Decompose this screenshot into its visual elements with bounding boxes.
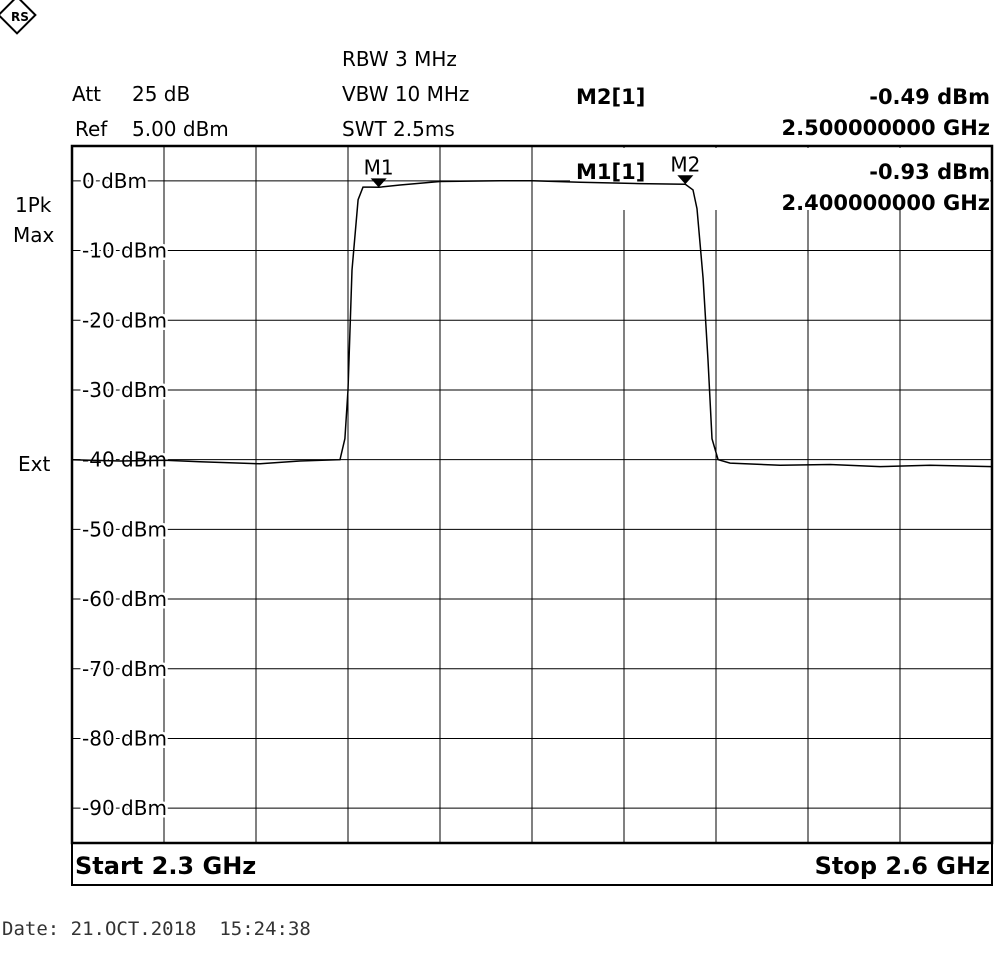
y-tick-label: -20 dBm — [82, 308, 167, 332]
y-tick-label: -40 dBm — [82, 448, 167, 472]
att-value: 25 dB — [132, 82, 190, 106]
rbw: RBW 3 MHz — [342, 47, 457, 71]
y-tick-label: 0 dBm — [82, 169, 147, 193]
logo-text: RS — [11, 10, 29, 24]
trace-detector: Max — [13, 223, 55, 247]
marker — [677, 175, 694, 185]
marker-name: M1 — [364, 155, 394, 179]
ref-label: Ref — [75, 117, 108, 141]
att-label: Att — [72, 82, 101, 106]
readout-box — [570, 148, 990, 210]
plot: 0 dBm -10 dBm -20 dBm -30 dBm -40 dBm -50 dBm… — [70, 85, 994, 886]
marker-readout-value: -0.49 dBm — [869, 85, 990, 109]
x-tick-label: Stop 2.6 GHz — [815, 852, 990, 880]
date: Date: 21.OCT.2018 15:24:38 — [2, 918, 311, 940]
y-tick-label: -30 dBm — [82, 378, 167, 402]
logo-diamond — [0, 0, 37, 35]
marker-readout-freq: 2.500000000 GHz — [782, 116, 990, 140]
marker-readout-label: M1[1] — [576, 160, 645, 184]
marker-readout-value: -0.93 dBm — [869, 160, 990, 184]
y-tick-label: -70 dBm — [82, 657, 167, 681]
marker-readout-freq: 2.400000000 GHz — [782, 191, 990, 215]
y-tick-label: -50 dBm — [82, 517, 167, 541]
marker-readout-label: M2[1] — [576, 85, 645, 109]
x-bar — [71, 842, 993, 886]
marker — [370, 178, 387, 188]
y-tick-label: -80 dBm — [82, 726, 167, 750]
trigger: Ext — [18, 452, 50, 476]
swt: SWT 2.5ms — [342, 117, 455, 141]
vbw: VBW 10 MHz — [342, 82, 469, 106]
x-tick-label: Start 2.3 GHz — [75, 852, 256, 880]
trace — [71, 180, 993, 468]
y-tick-label: -90 dBm — [82, 796, 167, 820]
y-tick-label: -60 dBm — [82, 587, 167, 611]
logo: RS — [0, 0, 37, 35]
ref-value: 5.00 dBm — [132, 117, 229, 141]
trace-mode: 1Pk — [15, 193, 52, 217]
y-tick-label: -10 dBm — [82, 239, 167, 263]
marker-name: M2 — [670, 152, 700, 176]
